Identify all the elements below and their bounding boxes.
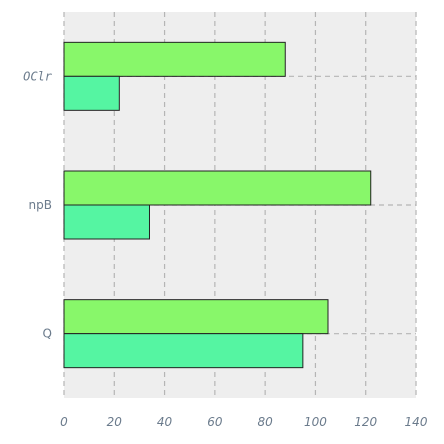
bar-Q-1 bbox=[63, 333, 304, 369]
x-tick-label: 20 bbox=[107, 415, 123, 429]
x-tick-label: 0 bbox=[60, 415, 68, 429]
x-tick-label: 100 bbox=[304, 415, 327, 429]
x-axis-ticks: 0 20 40 60 80 100 120 140 bbox=[60, 415, 428, 429]
x-tick-label: 120 bbox=[354, 415, 377, 429]
x-tick-label: 140 bbox=[405, 415, 428, 429]
category-labels: OClr npB Q bbox=[23, 69, 53, 340]
x-tick-label: 60 bbox=[207, 415, 223, 429]
bar-npB-0 bbox=[63, 170, 372, 206]
bars bbox=[63, 41, 372, 369]
bar-OClr-1 bbox=[63, 75, 120, 111]
category-label: OClr bbox=[23, 69, 53, 83]
x-tick-label: 80 bbox=[258, 415, 274, 429]
x-tick-label: 40 bbox=[157, 415, 173, 429]
bar-OClr-0 bbox=[63, 41, 286, 77]
category-label: Q bbox=[43, 327, 52, 341]
category-label: npB bbox=[29, 198, 52, 212]
bar-npB-1 bbox=[63, 204, 150, 240]
bar-Q-0 bbox=[63, 299, 329, 335]
